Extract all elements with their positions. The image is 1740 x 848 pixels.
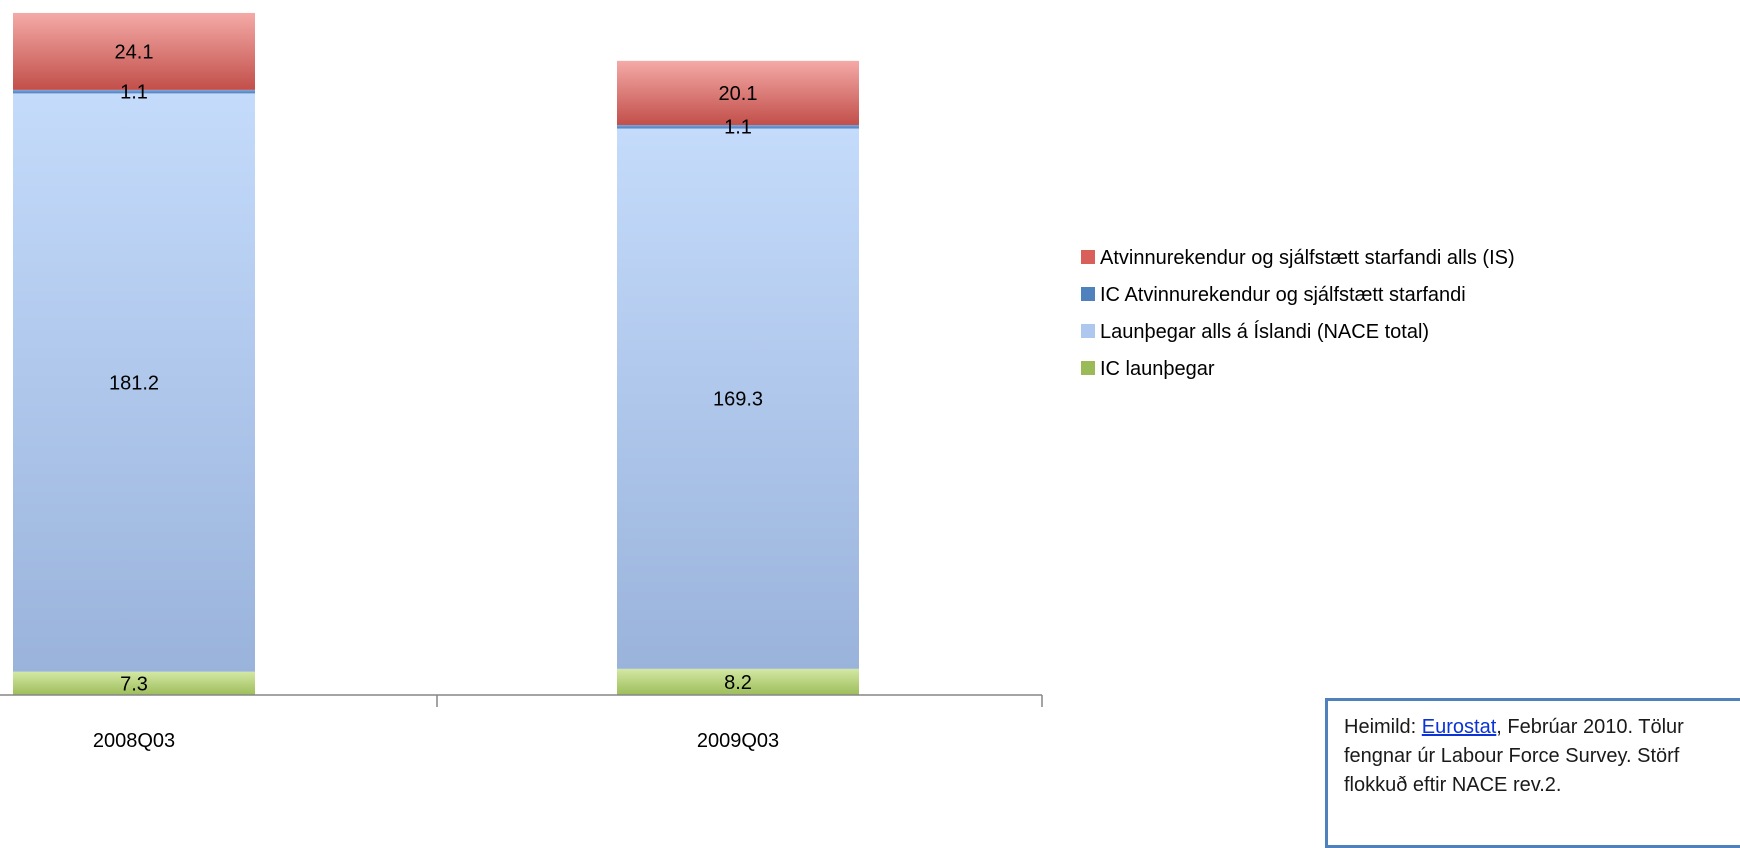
legend-swatch: [1081, 287, 1095, 301]
source-note-prefix: Heimild:: [1344, 716, 1422, 738]
bar-segment: [13, 671, 255, 695]
bar-segment: [13, 93, 255, 672]
legend-label: Atvinnurekendur og sjálfstætt starfandi …: [1100, 247, 1515, 269]
legend-label: IC launþegar: [1100, 358, 1215, 380]
bar-segment: [13, 89, 255, 94]
data-label: 7.3: [120, 673, 148, 695]
x-tick-label: 2009Q03: [697, 730, 779, 752]
data-label: 169.3: [713, 389, 763, 411]
legend-label: Launþegar alls á Íslandi (NACE total): [1100, 320, 1429, 343]
data-label: 1.1: [724, 117, 752, 139]
data-label: 8.2: [724, 672, 752, 694]
bar-segment: [617, 668, 859, 695]
stacked-bar-chart: 2008Q03 2009Q03 7.3 181.2 1.1 24.1 8.2 169.3 1.…: [0, 12, 1515, 752]
source-note-text: , Febrúar 2010. Tölur fengnar úr Labour …: [1344, 716, 1684, 796]
legend-label: IC Atvinnurekendur og sjálfstætt starfan…: [1100, 284, 1466, 306]
data-label: 181.2: [109, 373, 159, 395]
legend-swatch: [1081, 324, 1095, 338]
legend-swatch: [1081, 250, 1095, 264]
data-label: 20.1: [719, 83, 758, 105]
source-note: Heimild: Eurostat, Febrúar 2010. Tölur f…: [1325, 698, 1740, 848]
data-label: 1.1: [120, 82, 148, 104]
bar-segment: [617, 128, 859, 669]
eurostat-link[interactable]: Eurostat: [1421, 716, 1497, 738]
bar-segment: [13, 12, 255, 90]
bar-segment: [617, 60, 859, 125]
bar-segment: [617, 124, 859, 129]
x-tick-label: 2008Q03: [93, 730, 175, 752]
legend-swatch: [1081, 361, 1095, 375]
data-label: 24.1: [115, 41, 154, 63]
